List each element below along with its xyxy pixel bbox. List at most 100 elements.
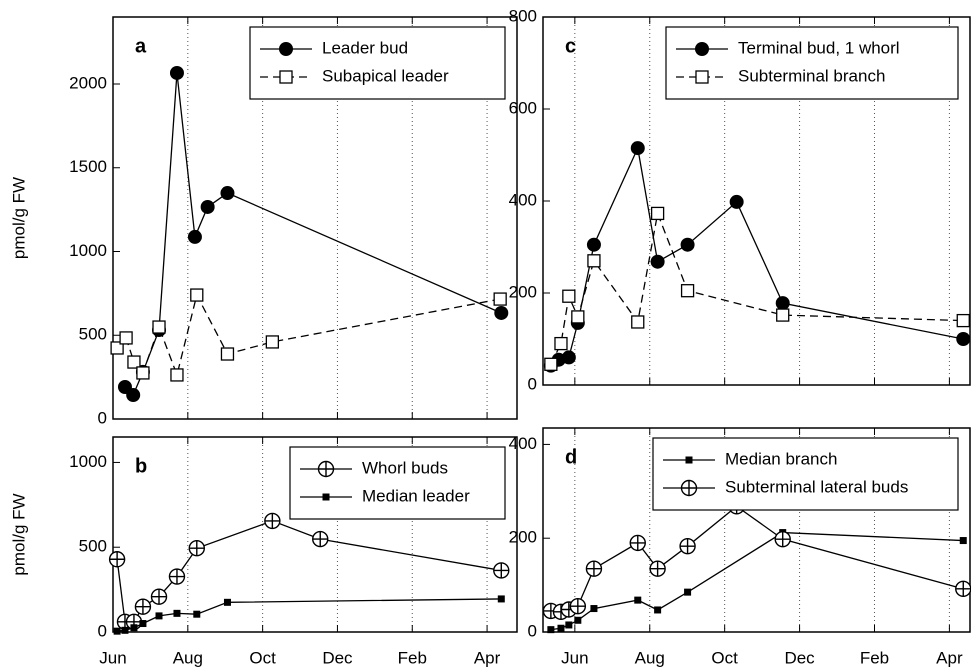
marker	[544, 357, 558, 371]
marker-dot	[630, 141, 645, 156]
marker	[649, 560, 666, 577]
y-tick-label: 400	[509, 434, 537, 453]
x-tick-label: Oct	[249, 648, 276, 667]
marker-cross	[312, 531, 328, 547]
y-tick-label: 0	[528, 621, 537, 640]
marker	[586, 237, 601, 252]
marker-square	[565, 621, 573, 629]
legend-box	[652, 437, 959, 511]
marker-cross	[570, 598, 586, 614]
marker-square	[113, 627, 121, 635]
marker-square	[631, 315, 645, 329]
marker-square	[590, 605, 598, 613]
marker-square	[776, 308, 790, 322]
marker	[493, 562, 510, 579]
marker	[139, 620, 147, 628]
x-tick-label: Aug	[635, 648, 665, 667]
marker	[569, 598, 587, 615]
legend-box	[289, 446, 506, 520]
marker-square	[220, 347, 235, 361]
marker	[680, 284, 695, 298]
marker	[152, 320, 166, 334]
legend-label: Whorl buds	[362, 458, 448, 477]
y-tick-label: 1000	[69, 452, 107, 471]
marker-dot	[279, 42, 293, 56]
legend-label: Subapical leader	[322, 66, 449, 85]
marker	[695, 42, 709, 56]
marker-dot	[187, 229, 202, 244]
marker-square	[119, 331, 133, 345]
marker-dot	[586, 237, 601, 252]
y-tick-label: 200	[509, 282, 537, 301]
x-tick-label: Oct	[711, 648, 738, 667]
panel-label: c	[565, 35, 576, 57]
marker	[193, 610, 201, 618]
marker	[561, 350, 576, 365]
marker-dot	[680, 237, 695, 252]
x-tick-label: Feb	[398, 648, 427, 667]
marker	[121, 626, 129, 634]
marker	[776, 308, 790, 322]
series-line	[550, 505, 964, 613]
marker-square	[654, 606, 662, 614]
marker	[650, 254, 665, 269]
marker-cross	[630, 535, 646, 551]
marker	[587, 254, 601, 268]
marker	[168, 568, 186, 585]
y-tick-label: 1500	[69, 157, 107, 176]
panel-label: b	[135, 455, 147, 477]
y-tick-label: 800	[509, 6, 537, 25]
legend-label: Leader bud	[322, 38, 408, 57]
marker	[630, 141, 645, 156]
marker	[574, 616, 582, 624]
series-line	[550, 211, 964, 365]
marker-cross	[586, 561, 602, 577]
legend-label: Subterminal branch	[738, 66, 885, 85]
marker	[565, 621, 573, 629]
marker-cross	[955, 581, 971, 597]
marker	[680, 479, 698, 497]
marker-dot	[956, 332, 971, 346]
marker-square	[695, 70, 709, 84]
marker-square	[265, 335, 280, 349]
series-line	[124, 72, 502, 397]
marker-square	[680, 284, 695, 298]
marker-square	[322, 493, 330, 501]
marker-cross	[650, 561, 666, 577]
marker	[317, 460, 335, 478]
marker-square	[547, 626, 555, 634]
y-tick-label: 500	[79, 537, 107, 556]
marker-square	[634, 596, 642, 604]
marker	[136, 366, 150, 380]
marker-square	[152, 320, 166, 334]
marker-cross	[169, 569, 185, 585]
marker	[650, 206, 665, 221]
marker-square	[557, 624, 565, 632]
marker-cross	[109, 551, 125, 567]
marker-cross	[135, 599, 151, 615]
marker	[684, 588, 692, 596]
series-line	[116, 293, 501, 378]
marker-dot	[494, 305, 509, 320]
marker	[173, 609, 181, 617]
marker-dot	[650, 254, 665, 269]
marker-dot	[729, 194, 744, 209]
legend-label: Subterminal lateral buds	[725, 477, 908, 496]
marker	[494, 305, 509, 320]
marker	[113, 627, 121, 635]
marker-square	[587, 254, 601, 268]
marker	[729, 194, 744, 209]
marker	[223, 598, 231, 606]
series-line	[550, 531, 964, 631]
marker-square	[493, 292, 507, 306]
marker	[497, 595, 505, 603]
plot-frame	[112, 16, 518, 420]
marker	[959, 537, 967, 545]
marker	[190, 288, 204, 302]
marker	[547, 626, 555, 634]
marker	[679, 537, 696, 555]
plot-frame	[542, 427, 971, 633]
x-tick-label: Jun	[561, 648, 588, 667]
marker-square	[127, 355, 141, 369]
marker-dot	[200, 199, 215, 214]
